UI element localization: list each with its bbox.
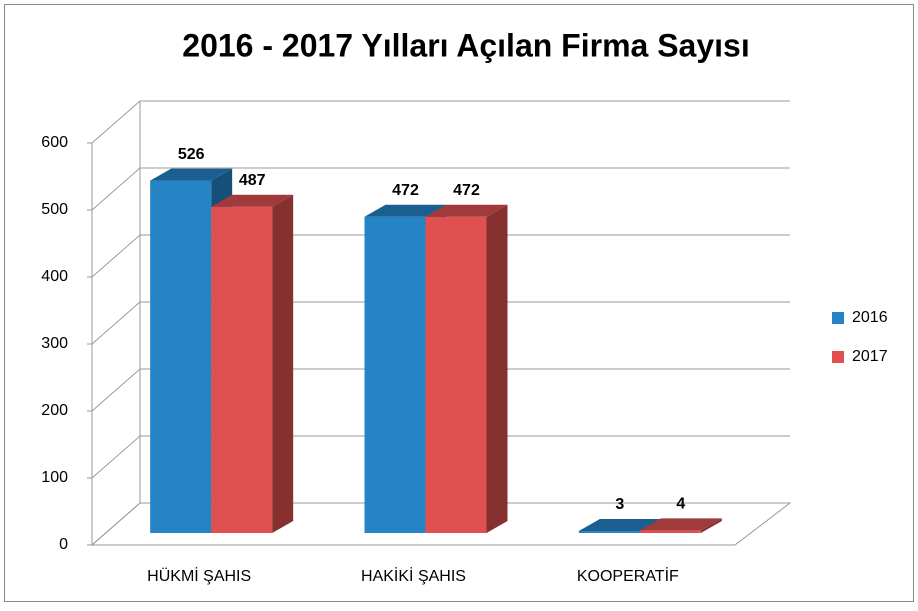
bar-side bbox=[486, 204, 508, 533]
legend-swatch bbox=[832, 351, 844, 363]
bar-top bbox=[150, 168, 233, 181]
bar bbox=[150, 180, 212, 533]
bar bbox=[578, 530, 640, 533]
bar bbox=[639, 530, 701, 533]
legend-label: 2017 bbox=[852, 348, 888, 365]
y-tick-label: 400 bbox=[41, 268, 68, 285]
bar bbox=[211, 206, 273, 533]
y-tick-label: 200 bbox=[41, 402, 68, 419]
y-tick-label: 100 bbox=[41, 469, 68, 486]
legend-swatch bbox=[832, 312, 844, 324]
y-tick-label: 600 bbox=[41, 134, 68, 151]
bar-side bbox=[700, 518, 722, 533]
y-tick-label: 300 bbox=[41, 335, 68, 352]
grid-line bbox=[91, 301, 790, 345]
grid-line bbox=[91, 502, 790, 546]
x-tick-label: HAKİKİ ŞAHIS bbox=[361, 566, 466, 585]
bar-top bbox=[578, 518, 661, 531]
y-tick-label: 0 bbox=[59, 536, 68, 553]
data-label: 487 bbox=[239, 172, 266, 189]
data-label: 472 bbox=[453, 182, 480, 199]
data-label: 3 bbox=[615, 496, 624, 513]
grid-line bbox=[91, 100, 790, 144]
bar-side bbox=[272, 194, 294, 533]
chart-title: 2016 - 2017 Yılları Açılan Firma Sayısı bbox=[182, 27, 749, 63]
x-tick-label: HÜKMİ ŞAHIS bbox=[147, 566, 251, 585]
bar-top bbox=[425, 204, 508, 217]
y-tick-label: 500 bbox=[41, 201, 68, 218]
bar bbox=[425, 216, 487, 533]
legend-label: 2016 bbox=[852, 309, 888, 326]
grid-line bbox=[91, 435, 790, 479]
data-label: 526 bbox=[178, 146, 205, 163]
grid-line bbox=[91, 234, 790, 278]
grid-line bbox=[91, 167, 790, 211]
grid-line bbox=[91, 368, 790, 412]
bar bbox=[364, 216, 426, 533]
data-label: 4 bbox=[676, 496, 685, 513]
x-tick-label: KOOPERATİF bbox=[577, 566, 679, 585]
bar-top bbox=[364, 204, 447, 217]
data-label: 472 bbox=[392, 182, 419, 199]
bar-top bbox=[639, 518, 722, 531]
bar-top bbox=[211, 194, 294, 207]
